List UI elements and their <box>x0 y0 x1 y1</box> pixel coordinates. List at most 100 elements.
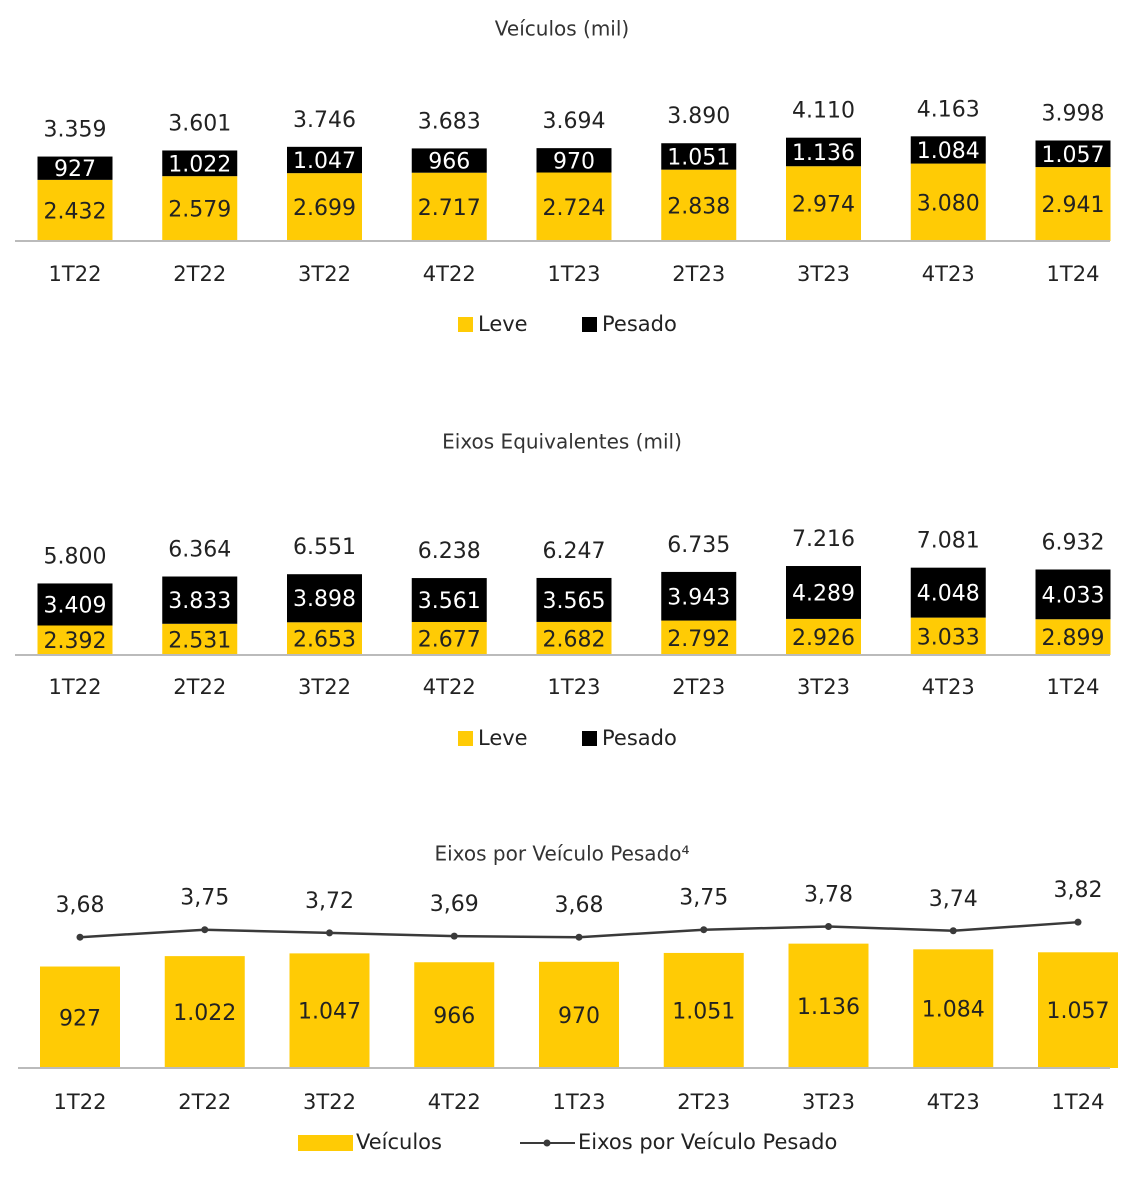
data-label: 3,75 <box>679 886 728 911</box>
data-label: 2.531 <box>168 628 231 653</box>
total-label: 6.238 <box>418 539 481 564</box>
data-label: 2.579 <box>168 198 231 223</box>
data-label: 2.392 <box>44 629 107 654</box>
total-label: 3.998 <box>1042 101 1105 126</box>
bar-segment <box>1035 569 1111 620</box>
total-label: 3.359 <box>44 118 107 143</box>
x-tick-label: 1T23 <box>548 262 601 286</box>
x-tick-label: 4T23 <box>922 675 975 699</box>
total-label: 4.163 <box>917 97 980 122</box>
x-tick-label: 1T23 <box>553 1090 606 1114</box>
bar <box>788 943 869 1068</box>
data-label: 3.833 <box>168 589 231 614</box>
bar-segment <box>661 143 737 170</box>
data-label: 2.653 <box>293 628 356 653</box>
data-label: 3,72 <box>305 889 354 914</box>
bar-segment <box>910 163 986 241</box>
x-tick-label: 4T22 <box>428 1090 481 1114</box>
data-label: 1.057 <box>1047 999 1110 1024</box>
data-label: 4.048 <box>917 582 980 607</box>
bar-segment <box>910 617 986 655</box>
line-marker <box>1074 918 1082 926</box>
bar-segment <box>536 577 612 622</box>
x-tick-label: 4T22 <box>423 675 476 699</box>
bar-segment <box>37 583 113 626</box>
data-label: 4.289 <box>792 581 855 606</box>
data-label: 2.682 <box>543 627 606 652</box>
data-label: 1.047 <box>293 149 356 174</box>
bar-segment <box>1035 140 1111 168</box>
bar-segment <box>910 567 986 618</box>
data-label: 1.084 <box>917 139 980 164</box>
data-label: 3.409 <box>44 593 107 618</box>
bar <box>1038 952 1118 1068</box>
data-label: 1.084 <box>922 998 985 1023</box>
x-tick-label: 1T23 <box>548 675 601 699</box>
data-label: 3.033 <box>917 625 980 650</box>
bar-segment <box>37 179 113 241</box>
total-label: 3.683 <box>418 109 481 134</box>
data-label: 2.699 <box>293 196 356 221</box>
legend-swatch <box>582 731 597 746</box>
data-label: 3.565 <box>543 589 606 614</box>
data-label: 2.838 <box>667 194 730 219</box>
x-tick-label: 1T24 <box>1047 262 1100 286</box>
bar-segment <box>287 622 362 655</box>
bar-segment <box>411 172 487 241</box>
legend-label: Leve <box>478 726 528 750</box>
data-label: 3,82 <box>1054 878 1103 903</box>
x-tick-label: 1T22 <box>54 1090 107 1114</box>
x-tick-label: 1T22 <box>49 262 102 286</box>
data-label: 927 <box>59 1006 101 1031</box>
total-label: 4.110 <box>792 99 855 124</box>
data-label: 3.943 <box>667 585 730 610</box>
data-label: 3,75 <box>180 886 229 911</box>
data-label: 3,69 <box>430 892 479 917</box>
data-label: 1.051 <box>672 999 735 1024</box>
data-label: 966 <box>428 150 470 175</box>
x-tick-label: 2T23 <box>677 1090 730 1114</box>
bar-segment <box>1035 167 1111 241</box>
bar-segment <box>287 146 362 174</box>
data-label: 2.941 <box>1042 193 1105 218</box>
bar-segment <box>786 618 861 655</box>
data-label: 3,74 <box>929 887 978 912</box>
bar-segment <box>162 150 238 177</box>
x-tick-label: 2T23 <box>672 262 725 286</box>
x-tick-label: 1T24 <box>1052 1090 1105 1114</box>
x-tick-label: 1T22 <box>49 675 102 699</box>
bar <box>414 962 495 1068</box>
legend-swatch <box>458 731 473 746</box>
bar <box>913 949 994 1068</box>
x-tick-label: 4T23 <box>927 1090 980 1114</box>
legend-swatch <box>298 1135 353 1151</box>
chart-title: Veículos (mil) <box>495 17 629 41</box>
total-label: 6.364 <box>168 538 231 563</box>
data-label: 3,68 <box>56 893 105 918</box>
x-tick-label: 3T22 <box>298 675 351 699</box>
bar <box>289 953 370 1068</box>
x-tick-label: 2T22 <box>178 1090 231 1114</box>
bar-segment <box>1035 619 1111 655</box>
bar-segment <box>411 148 487 173</box>
data-label: 1.047 <box>298 1000 361 1025</box>
x-tick-label: 4T22 <box>423 262 476 286</box>
data-label: 2.899 <box>1042 626 1105 651</box>
bar-segment <box>162 623 238 655</box>
chart-title: Eixos Equivalentes (mil) <box>442 430 682 454</box>
data-label: 966 <box>433 1004 475 1029</box>
legend-label: Eixos por Veículo Pesado <box>578 1130 837 1154</box>
data-label: 1.136 <box>792 141 855 166</box>
data-label: 970 <box>558 1004 600 1029</box>
data-label: 3,78 <box>804 882 853 907</box>
bar-segment <box>661 620 737 655</box>
bar-segment <box>661 169 737 241</box>
total-label: 6.247 <box>543 539 606 564</box>
total-label: 6.932 <box>1042 531 1105 556</box>
total-label: 3.601 <box>168 111 231 136</box>
x-tick-label: 3T23 <box>802 1090 855 1114</box>
bar <box>539 961 619 1068</box>
bar-segment <box>411 621 487 655</box>
legend-label: Veículos <box>356 1130 442 1154</box>
